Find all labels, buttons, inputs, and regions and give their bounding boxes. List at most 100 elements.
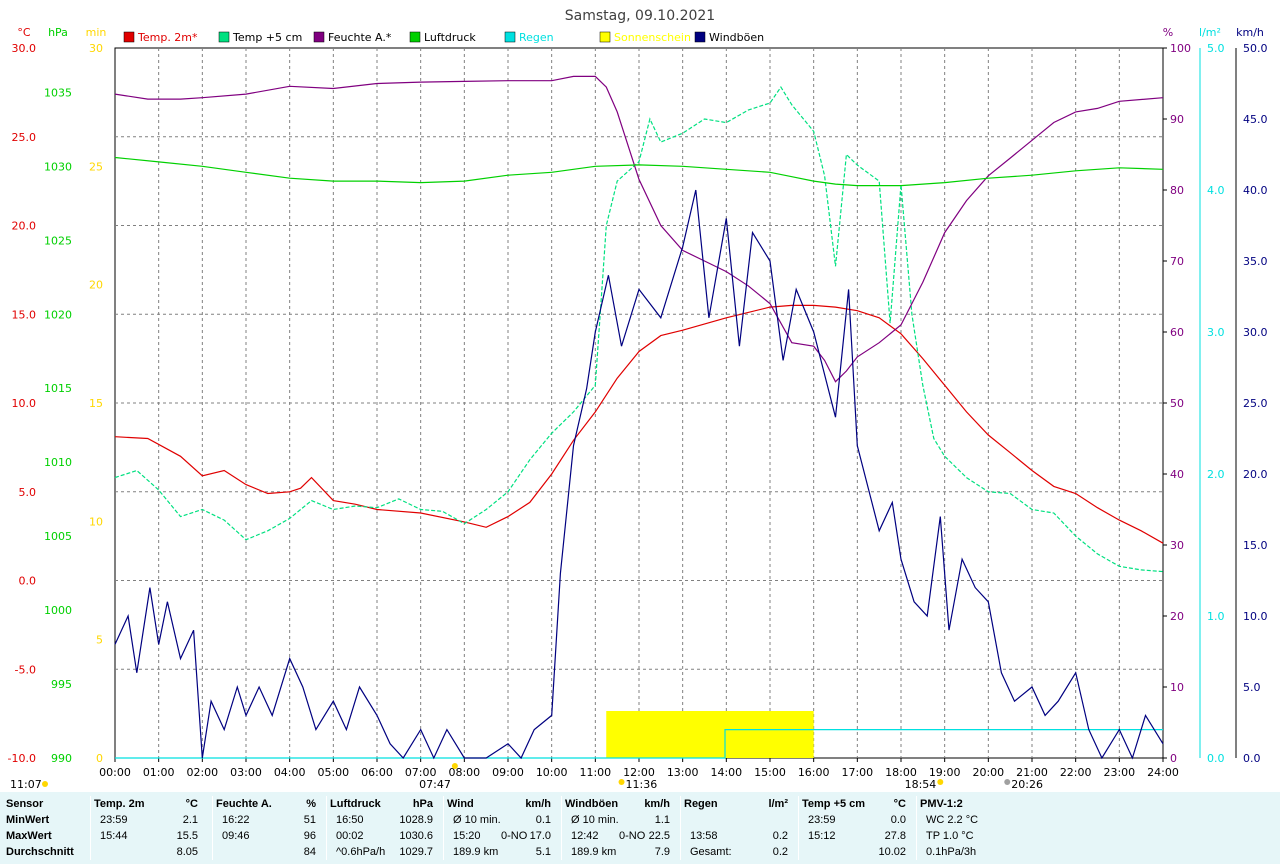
pressure-tick-label: 995 bbox=[51, 678, 72, 691]
summary-cell-label: Ø 10 min. bbox=[571, 814, 619, 826]
humidity-tick-label: 50 bbox=[1170, 397, 1184, 410]
summary-cell-value: 1028.9 bbox=[399, 814, 433, 826]
summary-cell-direction: 0-NO bbox=[501, 830, 528, 842]
summary-separator bbox=[90, 796, 91, 860]
summary-separator bbox=[916, 796, 917, 860]
wind-tick-label: 35.0 bbox=[1243, 255, 1268, 268]
legend-item: Sonnenschein bbox=[599, 31, 691, 44]
summary-cell-value: 1030.6 bbox=[399, 830, 433, 842]
summary-cell-value: 96 bbox=[303, 830, 316, 842]
summary-cell-label: 16:50 bbox=[336, 814, 364, 826]
summary-cell-value: 22.5 bbox=[648, 830, 670, 842]
summary-column-title: Windböen bbox=[565, 798, 619, 810]
summary-column-unit: °C bbox=[893, 798, 906, 810]
sun-max-label: 11:36 bbox=[626, 778, 658, 791]
wind-tick-label: 20.0 bbox=[1243, 468, 1268, 481]
summary-separator bbox=[443, 796, 444, 860]
time-tick-label: 15:00 bbox=[754, 766, 786, 779]
moonrise-icon bbox=[42, 781, 48, 787]
sunrise-label: 07:47 bbox=[419, 778, 451, 791]
temp-tick-label: -5.0 bbox=[15, 663, 36, 676]
moonrise-label: 11:07 bbox=[10, 778, 42, 791]
sun-tick-label: 20 bbox=[89, 279, 103, 292]
summary-column-title: PMV-1:2 bbox=[920, 798, 963, 810]
summary-column-title: Temp +5 cm bbox=[802, 798, 866, 810]
rain-unit: l/m² bbox=[1199, 26, 1221, 39]
summary-cell-value: 0.1 bbox=[535, 814, 551, 826]
summary-column: Windböen km/h Ø 10 min. 1.1 12:42 0-NO 22.5 189… bbox=[565, 792, 678, 864]
rain-tick-label: 0.0 bbox=[1207, 752, 1225, 765]
summary-column-unit: % bbox=[306, 798, 316, 810]
pressure-tick-label: 1000 bbox=[44, 604, 72, 617]
sun-unit: min bbox=[86, 26, 107, 39]
humidity-tick-label: 90 bbox=[1170, 113, 1184, 126]
summary-cell-label: 09:46 bbox=[222, 830, 250, 842]
sun-tick-label: 0 bbox=[96, 752, 103, 765]
rain-tick-label: 4.0 bbox=[1207, 184, 1225, 197]
wind-tick-label: 0.0 bbox=[1243, 752, 1261, 765]
humidity-tick-label: 100 bbox=[1170, 42, 1191, 55]
legend-label: Windböen bbox=[709, 31, 764, 44]
legend-item: Regen bbox=[504, 31, 554, 44]
legend-item: Windböen bbox=[694, 31, 764, 44]
humidity-tick-label: 40 bbox=[1170, 468, 1184, 481]
legend-swatch bbox=[313, 31, 325, 43]
summary-column-unit: °C bbox=[185, 798, 198, 810]
grid bbox=[114, 47, 1237, 762]
legend-label: Temp +5 cm bbox=[232, 31, 302, 44]
summary-cell-label: 15:20 bbox=[453, 830, 481, 842]
time-tick-label: 04:00 bbox=[274, 766, 306, 779]
summary-separator bbox=[680, 796, 681, 860]
summary-cell-label: 23:59 bbox=[808, 814, 836, 826]
sun-tick-label: 5 bbox=[96, 634, 103, 647]
temp-tick-label: 15.0 bbox=[12, 308, 37, 321]
temp-tick-label: -10.0 bbox=[8, 752, 36, 765]
time-tick-label: 24:00 bbox=[1147, 766, 1179, 779]
time-tick-label: 21:00 bbox=[1016, 766, 1048, 779]
summary-cell-value: 15.5 bbox=[176, 830, 198, 842]
summary-cell-value: 0.0 bbox=[890, 814, 906, 826]
humidity-unit: % bbox=[1163, 26, 1173, 39]
time-tick-label: 13:00 bbox=[667, 766, 699, 779]
temp-tick-label: 20.0 bbox=[12, 220, 37, 233]
temp-tick-label: 0.0 bbox=[19, 575, 37, 588]
summary-cell-label: 13:58 bbox=[690, 830, 718, 842]
time-tick-label: 08:00 bbox=[448, 766, 480, 779]
sun-tick-label: 25 bbox=[89, 160, 103, 173]
legend-label: Feuchte A.* bbox=[328, 31, 392, 44]
sun-max-icon bbox=[618, 779, 625, 785]
pressure-tick-label: 1010 bbox=[44, 456, 72, 469]
summary-cell-label: 189.9 km bbox=[453, 846, 499, 858]
rain-tick-label: 5.0 bbox=[1207, 42, 1225, 55]
pressure-tick-label: 990 bbox=[51, 752, 72, 765]
summary-column-unit: km/h bbox=[644, 798, 670, 810]
summary-cell-label: MinWert bbox=[6, 814, 50, 826]
summary-cell-value: 1.1 bbox=[654, 814, 670, 826]
summary-cell-value: 8.05 bbox=[176, 846, 198, 858]
sun-markers: 07:47 11:36 18:54 20:26 11:07 bbox=[10, 763, 1043, 791]
legend-swatch bbox=[123, 31, 135, 43]
time-tick-label: 01:00 bbox=[143, 766, 175, 779]
wind-tick-label: 40.0 bbox=[1243, 184, 1268, 197]
legend-item: Temp +5 cm bbox=[218, 31, 302, 44]
pressure-tick-label: 1005 bbox=[44, 530, 72, 543]
wind-tick-label: 15.0 bbox=[1243, 539, 1268, 552]
summary-cell-direction: 0-NO bbox=[619, 830, 646, 842]
wind-tick-label: 10.0 bbox=[1243, 610, 1268, 623]
summary-cell-value: 2.1 bbox=[182, 814, 198, 826]
pressure-tick-label: 1030 bbox=[44, 160, 72, 173]
series-feuchte-a bbox=[114, 75, 1164, 383]
series-regen bbox=[115, 728, 1163, 759]
summary-cell-label: 15:44 bbox=[100, 830, 128, 842]
humidity-tick-label: 20 bbox=[1170, 610, 1184, 623]
summary-separator bbox=[561, 796, 562, 860]
wind-tick-label: 5.0 bbox=[1243, 681, 1261, 694]
temp-unit: °C bbox=[17, 26, 31, 39]
legend-swatch bbox=[218, 31, 230, 43]
wind-unit: km/h bbox=[1236, 26, 1264, 39]
summary-cell-label: 23:59 bbox=[100, 814, 128, 826]
time-tick-label: 06:00 bbox=[361, 766, 393, 779]
summary-column-title: Sensor bbox=[6, 798, 44, 810]
sunshine-block bbox=[606, 711, 814, 758]
summary-cell-label: 0.1hPa/3h bbox=[926, 846, 977, 858]
